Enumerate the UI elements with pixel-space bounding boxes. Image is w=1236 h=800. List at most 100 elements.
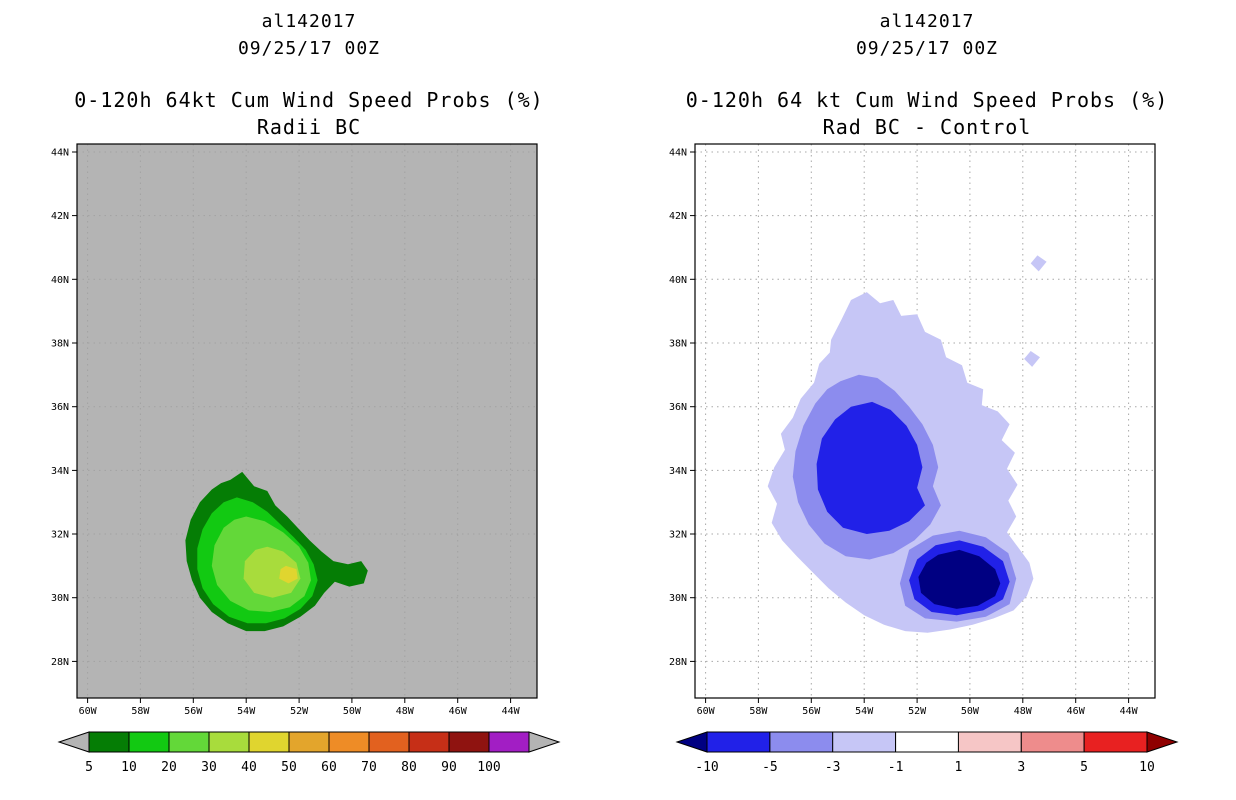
probability-colorbar: 5 10 20 30 40 50 60 70 80 90 100 xyxy=(57,731,561,775)
colorbar-label: 50 xyxy=(281,760,297,775)
storm-id: al142017 xyxy=(261,11,357,32)
lon-tick-label: 50W xyxy=(343,706,362,717)
colorbar-swatch xyxy=(248,731,290,753)
lat-tick-label: 28N xyxy=(51,657,69,668)
colorbar-label: 80 xyxy=(401,760,417,775)
plot-title: 0-120h 64 kt Cum Wind Speed Probs (%) xyxy=(685,88,1169,112)
contour-level--10 xyxy=(918,549,1001,609)
lon-tick-label: 56W xyxy=(802,706,821,717)
colorbar-swatch xyxy=(895,731,960,753)
colorbar-label: 10 xyxy=(1139,760,1155,775)
colorbar-swatch xyxy=(168,731,210,753)
lat-tick-label: 36N xyxy=(51,402,69,413)
plot-subtitle: Radii BC xyxy=(256,115,362,139)
colorbar-label: 60 xyxy=(321,760,337,775)
plot-title: 0-120h 64kt Cum Wind Speed Probs (%) xyxy=(74,88,544,112)
colorbar-swatch xyxy=(88,731,130,753)
colorbar-label: 100 xyxy=(477,760,500,775)
colorbar-swatch xyxy=(1020,731,1085,753)
lat-tick-label: 36N xyxy=(669,402,687,413)
colorbar-swatch xyxy=(488,731,530,753)
map-frame xyxy=(694,143,1156,699)
lon-tick-label: 46W xyxy=(1067,706,1086,717)
lat-tick-label: 44N xyxy=(51,148,69,159)
colorbar-arrow-left xyxy=(57,731,90,753)
difference-colorbar: -10 -5 -3 -1 1 3 5 10 xyxy=(675,731,1179,775)
colorbar-swatch xyxy=(706,731,771,753)
colorbar-swatch xyxy=(328,731,370,753)
map-frame xyxy=(76,143,538,699)
colorbar-swatch xyxy=(288,731,330,753)
colorbar-label: 3 xyxy=(1017,760,1025,775)
lat-tick-label: 40N xyxy=(51,275,69,286)
colorbar-label: -3 xyxy=(825,760,841,775)
lon-tick-label: 58W xyxy=(749,706,768,717)
colorbar-label: 20 xyxy=(161,760,177,775)
lon-tick-label: 48W xyxy=(1014,706,1033,717)
lat-tick-label: 30N xyxy=(51,593,69,604)
lat-tick-label: 34N xyxy=(669,466,687,477)
lon-tick-label: 46W xyxy=(449,706,468,717)
colorbar-label: 70 xyxy=(361,760,377,775)
difference-panel: al142017 09/25/17 00Z 0-120h 64 kt Cum W… xyxy=(618,0,1236,776)
lon-tick-label: 54W xyxy=(237,706,256,717)
valid-time: 09/25/17 00Z xyxy=(855,38,999,59)
colorbar-label: 30 xyxy=(201,760,217,775)
colorbar-swatch xyxy=(128,731,170,753)
lon-tick-label: 60W xyxy=(697,706,716,717)
colorbar-label: 40 xyxy=(241,760,257,775)
lon-tick-label: 56W xyxy=(184,706,203,717)
colorbar-label: 10 xyxy=(121,760,137,775)
lon-tick-label: 52W xyxy=(908,706,927,717)
colorbar-swatch xyxy=(208,731,250,753)
lat-tick-label: 28N xyxy=(669,657,687,668)
contour-level-30 xyxy=(243,546,301,598)
lon-tick-label: 60W xyxy=(79,706,98,717)
colorbar-label: -10 xyxy=(695,760,718,775)
colorbar-label: 1 xyxy=(954,760,962,775)
colorbar-swatch xyxy=(368,731,410,753)
colorbar-swatch xyxy=(769,731,834,753)
lat-tick-label: 30N xyxy=(669,593,687,604)
contour-level--1 xyxy=(1030,255,1047,272)
lat-tick-label: 40N xyxy=(669,275,687,286)
figure: al142017 09/25/17 00Z 0-120h 64kt Cum Wi… xyxy=(0,0,1236,776)
valid-time: 09/25/17 00Z xyxy=(237,38,381,59)
lon-tick-label: 54W xyxy=(855,706,874,717)
lat-tick-label: 44N xyxy=(669,148,687,159)
colorbar-swatch xyxy=(408,731,450,753)
colorbar-label: -5 xyxy=(762,760,778,775)
contour-level--5 xyxy=(816,401,925,534)
colorbar-label: 5 xyxy=(85,760,93,775)
lat-tick-label: 38N xyxy=(51,339,69,350)
colorbar-arrow-right xyxy=(1146,731,1179,753)
lat-tick-label: 32N xyxy=(669,530,687,541)
colorbar-arrow-left xyxy=(675,731,708,753)
lat-tick-label: 32N xyxy=(51,530,69,541)
difference-map: 60W 58W 56W 54W 52W 50W 48W 46W 44W 28N 30N 32N 34N 3… xyxy=(669,143,1156,717)
lon-tick-label: 50W xyxy=(961,706,980,717)
contour-level-40 xyxy=(279,565,298,584)
lon-tick-label: 52W xyxy=(290,706,309,717)
lon-tick-label: 44W xyxy=(502,706,521,717)
colorbar-label: -1 xyxy=(888,760,904,775)
colorbar-swatch xyxy=(1083,731,1148,753)
lat-tick-label: 38N xyxy=(669,339,687,350)
colorbar-swatch xyxy=(832,731,897,753)
storm-id: al142017 xyxy=(879,11,975,32)
lon-tick-label: 58W xyxy=(131,706,150,717)
lat-tick-label: 34N xyxy=(51,466,69,477)
lat-tick-label: 42N xyxy=(669,211,687,222)
plot-subtitle: Rad BC - Control xyxy=(822,115,1032,139)
wind-prob-panel: al142017 09/25/17 00Z 0-120h 64kt Cum Wi… xyxy=(0,0,618,776)
lon-tick-label: 48W xyxy=(396,706,415,717)
colorbar-swatch xyxy=(957,731,1022,753)
colorbar-swatch xyxy=(448,731,490,753)
colorbar-arrow-right xyxy=(528,731,561,753)
colorbar-label: 5 xyxy=(1080,760,1088,775)
lon-tick-label: 44W xyxy=(1120,706,1139,717)
contour-level--1 xyxy=(1024,351,1040,367)
map-background xyxy=(77,144,537,698)
lat-tick-label: 42N xyxy=(51,211,69,222)
colorbar-label: 90 xyxy=(441,760,457,775)
